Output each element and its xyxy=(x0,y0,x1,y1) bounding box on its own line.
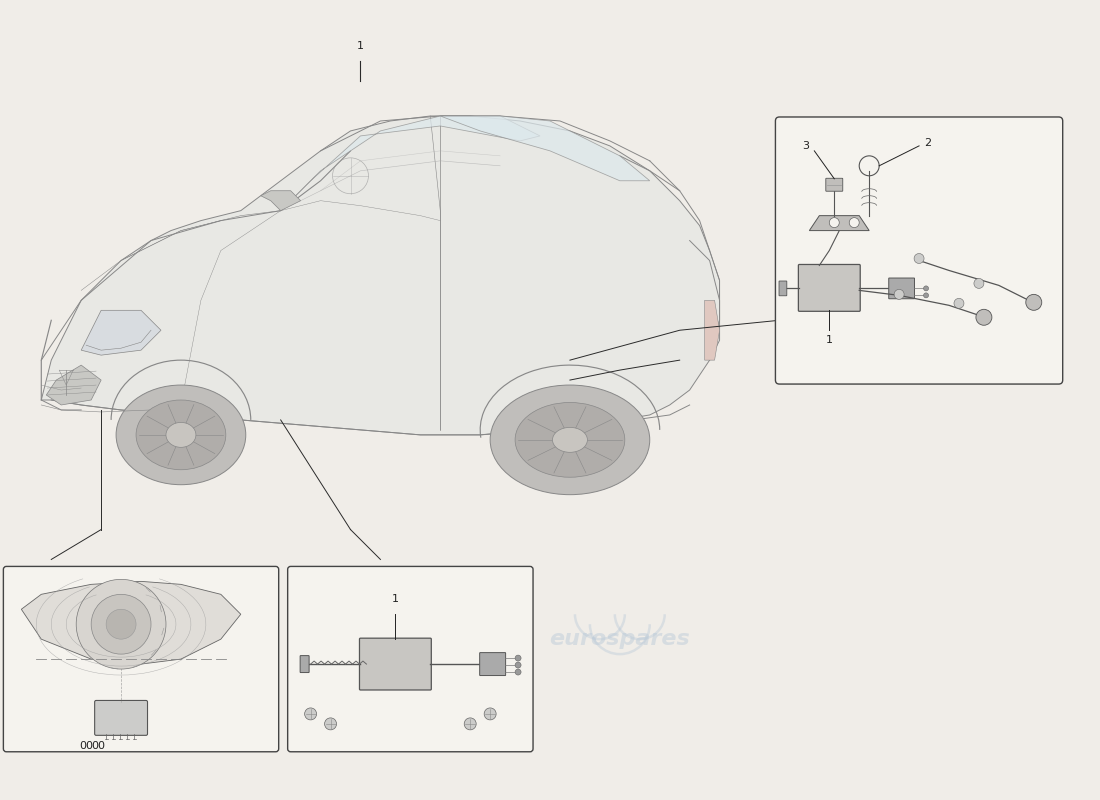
Circle shape xyxy=(924,293,928,298)
Text: 00: 00 xyxy=(91,741,106,751)
FancyBboxPatch shape xyxy=(779,281,786,296)
Circle shape xyxy=(829,218,839,228)
Circle shape xyxy=(515,655,521,661)
Text: 00: 00 xyxy=(79,741,94,751)
FancyBboxPatch shape xyxy=(95,701,147,735)
Circle shape xyxy=(106,610,136,639)
Polygon shape xyxy=(705,300,719,360)
Ellipse shape xyxy=(552,427,587,452)
Polygon shape xyxy=(280,116,540,210)
Ellipse shape xyxy=(491,385,650,494)
FancyBboxPatch shape xyxy=(480,653,506,675)
Circle shape xyxy=(484,708,496,720)
Circle shape xyxy=(976,310,992,326)
Circle shape xyxy=(305,708,317,720)
Ellipse shape xyxy=(166,422,196,447)
FancyBboxPatch shape xyxy=(776,117,1063,384)
Text: eurospares: eurospares xyxy=(554,270,685,290)
Ellipse shape xyxy=(136,400,226,470)
Circle shape xyxy=(914,254,924,263)
Polygon shape xyxy=(21,582,241,664)
Polygon shape xyxy=(810,216,869,230)
Circle shape xyxy=(515,669,521,675)
Polygon shape xyxy=(440,116,650,181)
Ellipse shape xyxy=(117,385,245,485)
Ellipse shape xyxy=(515,402,625,478)
Circle shape xyxy=(974,278,983,288)
Circle shape xyxy=(849,218,859,228)
Circle shape xyxy=(894,290,904,299)
Text: eurospares: eurospares xyxy=(185,270,317,290)
Circle shape xyxy=(464,718,476,730)
FancyBboxPatch shape xyxy=(360,638,431,690)
Circle shape xyxy=(91,594,151,654)
Circle shape xyxy=(76,579,166,669)
Text: 1: 1 xyxy=(826,335,833,346)
FancyBboxPatch shape xyxy=(3,566,278,752)
Text: eurospares: eurospares xyxy=(549,629,690,649)
Circle shape xyxy=(954,298,964,308)
Polygon shape xyxy=(81,310,161,355)
FancyBboxPatch shape xyxy=(300,656,309,673)
Circle shape xyxy=(324,718,337,730)
Circle shape xyxy=(924,286,928,291)
Circle shape xyxy=(515,662,521,668)
Text: 2: 2 xyxy=(924,138,932,148)
FancyBboxPatch shape xyxy=(889,278,914,298)
Polygon shape xyxy=(42,116,719,435)
FancyBboxPatch shape xyxy=(826,178,843,191)
Text: 1: 1 xyxy=(392,594,399,604)
Polygon shape xyxy=(261,190,300,210)
Text: 3: 3 xyxy=(802,141,810,151)
Circle shape xyxy=(1026,294,1042,310)
FancyBboxPatch shape xyxy=(288,566,534,752)
FancyBboxPatch shape xyxy=(799,265,860,311)
Text: 1: 1 xyxy=(358,42,364,51)
Polygon shape xyxy=(46,365,101,405)
